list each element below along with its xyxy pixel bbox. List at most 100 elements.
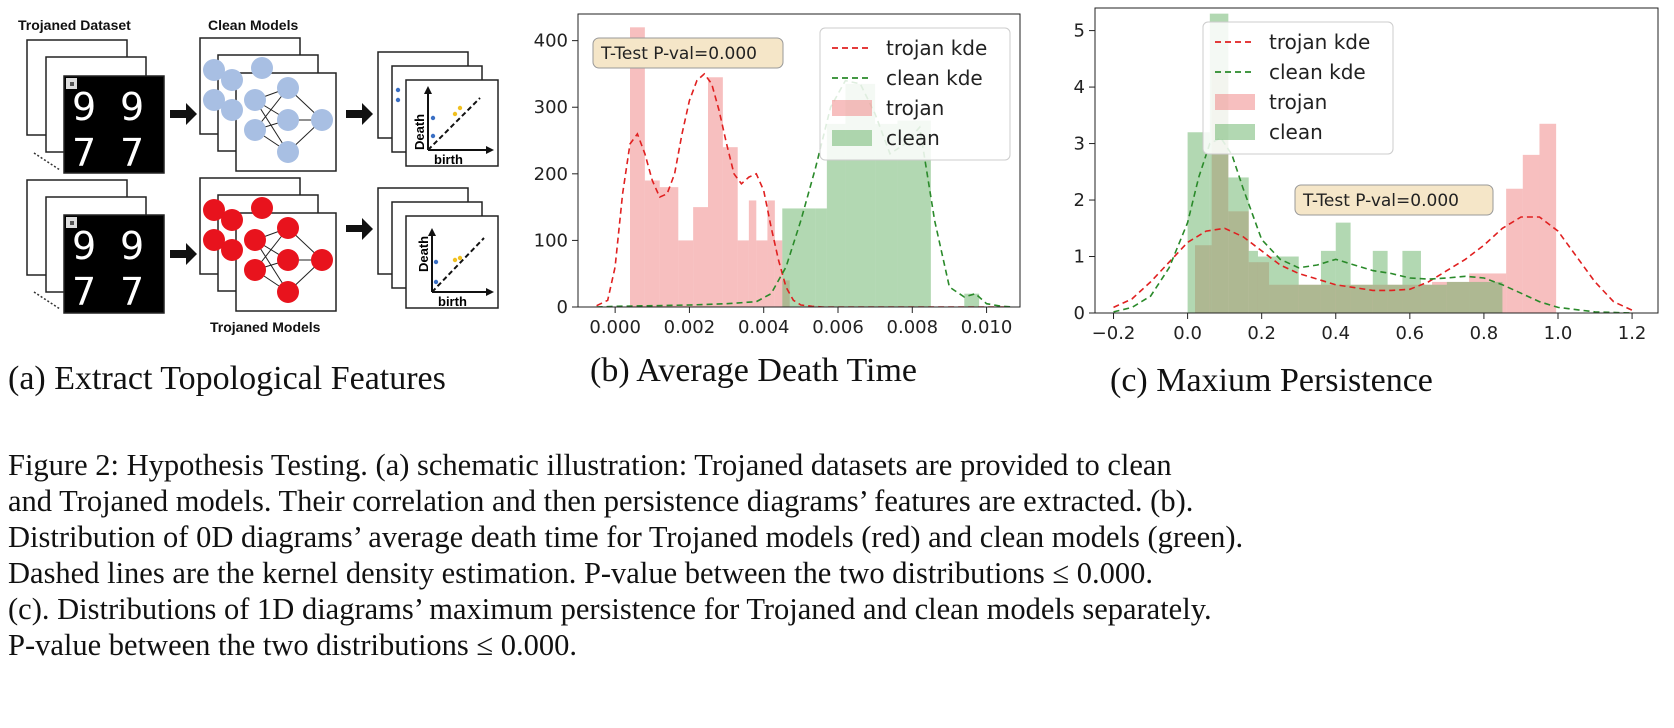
legend-box [819,27,1011,161]
clean-hist-bar [1320,250,1336,313]
x-tick-label: −0.2 [1092,323,1136,344]
y-tick-label: 4 [1074,77,1085,98]
ttest-annotation: T-Test P-val=0.000 [1294,184,1494,216]
digit-label: 9 [120,224,144,268]
x-tick-label: 0.010 [961,317,1013,338]
axis-birth-label: birth [438,294,467,309]
x-tick-label: 0.4 [1321,323,1350,344]
clean-kde-line [1113,136,1633,313]
caption-line: Dashed lines are the kernel density esti… [8,556,1153,590]
y-tick-label: 300 [534,97,568,118]
clean-hist-bar [1187,132,1210,313]
clean-hist-bar [964,293,980,307]
trojan-hist-bar [1522,154,1540,313]
clean-hist-bar [815,208,827,307]
clean-hist-bar [1387,284,1403,313]
plot-frame [1094,7,1659,314]
trojan-kde-line [1113,216,1633,311]
trojan-hist-bar [767,200,775,307]
y-tick-label: 400 [534,31,568,52]
subcaption-b: (b) Average Death Time [590,352,918,389]
arrow-right-icon [346,103,373,125]
y-tick-label: 3 [1074,134,1085,155]
y-tick-label: 200 [534,164,568,185]
caption-line: P-value between the two distributions ≤ … [8,628,578,662]
clean-hist-bar [1446,281,1503,313]
trojan-hist-bar [722,147,738,307]
dataset-stack-bottom: 9 9 7 7 [26,179,165,314]
chart-legend: trojan kde clean kde trojan clean [819,27,1011,161]
clean-hist-bar [1420,284,1447,313]
trojan-hist-bar [748,200,757,307]
figure-caption: Figure 2: Hypothesis Testing. (a) schema… [8,447,1666,663]
y-tick-label: 2 [1074,190,1085,211]
trojan-hist-bar [630,27,645,307]
chart-legend: trojan kde clean kde trojan clean [1202,21,1394,155]
legend-patch-swatch [832,130,872,146]
trojan-hist-bar [737,240,749,307]
x-tick-label: 0.2 [1247,323,1276,344]
y-tick-label: 0 [1074,303,1085,324]
trojan-hist-bar [774,240,783,307]
clean-hist-bar [782,208,816,307]
digit-label: 7 [120,131,144,175]
ttest-box [1294,184,1494,216]
persistence-diagram-icon [405,79,499,167]
legend-label: clean kde [886,66,983,90]
trojan-hist-bar [693,207,708,307]
ttest-annotation: T-Test P-val=0.000 [592,37,784,69]
digit-label: 9 [72,224,96,268]
clean-hist-bar [1402,250,1421,313]
clean-hist-bar [1248,250,1258,313]
subcaption-c: (c) Maxium Persistence [1110,362,1433,399]
arrow-right-icon [170,243,197,265]
arrow-right-icon [346,218,373,240]
y-tick-label: 100 [534,230,568,251]
x-tick-label: 0.006 [812,317,864,338]
chart-average-death-time: 0.000 0.002 0.004 0.006 0.008 0.010 0 100 200 300… [534,13,1021,338]
legend-patch-swatch [1215,124,1255,140]
caption-line: Distribution of 0D diagrams’ average dea… [8,520,1244,554]
trojan-hist-bar [708,77,723,307]
persistence-diagram-stack-bottom: Death birth [377,187,499,309]
clean-models-label: Clean Models [208,17,298,33]
legend-label: trojan [1269,90,1327,114]
trojaned-models-label: Trojaned Models [210,319,321,335]
trojan-hist-bar [678,240,694,307]
digit-label: 7 [120,270,144,314]
trojan-kde-line [596,72,1006,307]
clean-hist-bar [1228,177,1249,313]
mnist-digit-grid-icon [63,75,165,174]
ttest-label: T-Test P-val=0.000 [1302,191,1459,211]
clean-hist-bar [1350,284,1373,313]
x-tick-label: 1.0 [1544,323,1573,344]
legend-label: trojan [886,96,944,120]
x-tick-label: 0.008 [887,317,939,338]
subcaption-a: (a) Extract Topological Features [8,360,446,397]
legend-label: trojan kde [1269,30,1370,54]
y-tick-label: 5 [1074,21,1085,42]
clean-hist-bar [826,123,846,307]
clean-hist-bar [1372,250,1388,313]
y-tick-label: 0 [557,297,568,318]
clean-hist-bar [1335,222,1351,313]
x-tick-label: 0.002 [664,317,716,338]
dataset-stack-top: 9 9 7 7 [26,39,165,175]
chart-maximum-persistence: −0.2 0.0 0.2 0.4 0.6 0.8 1.0 1.2 0 1 2 3 4 5 trojan kd… [1074,7,1659,344]
caption-line: and Trojaned models. Their correlation a… [8,484,1194,518]
legend-patch-swatch [1215,94,1255,110]
x-tick-label: 0.000 [589,317,641,338]
legend-label: clean kde [1269,60,1366,84]
digit-label: 9 [72,85,96,129]
axis-death-label: Death [416,236,431,272]
legend-label: trojan kde [886,36,987,60]
axis-birth-label: birth [434,152,463,167]
plot-frame [577,13,1021,308]
digit-label: 9 [120,85,144,129]
ttest-box [592,37,784,69]
arrow-right-icon [170,103,197,125]
trojan-hist-bar [1506,188,1523,313]
legend-label: clean [886,126,940,150]
trojan-hist-bar [1539,123,1557,313]
clean-hist-bar [1298,284,1321,313]
